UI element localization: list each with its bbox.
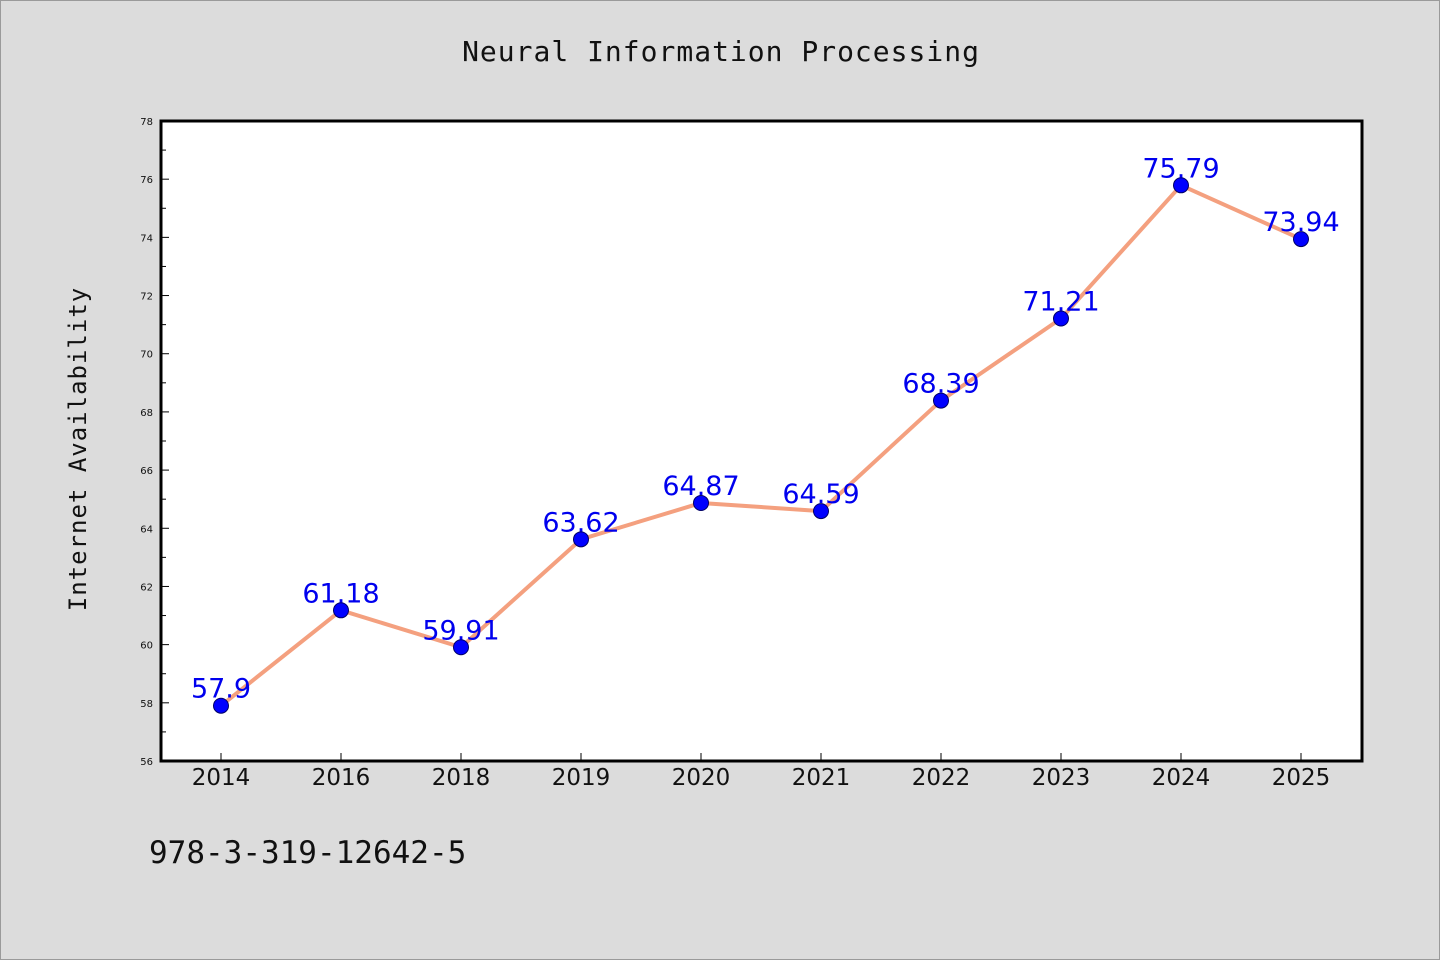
data-label: 73.94: [1262, 207, 1339, 238]
y-tick-label: 62: [140, 582, 153, 593]
data-label: 75.79: [1142, 153, 1219, 184]
data-point: [453, 639, 469, 656]
data-point: [573, 531, 589, 548]
data-point: [1053, 310, 1069, 327]
y-tick-label: 70: [140, 350, 153, 361]
data-label: 57.9: [191, 674, 251, 705]
x-tick-label: 2025: [1272, 765, 1331, 791]
data-labels: 57.9 61.18 59.91 63.62 64.87 64.59 68.39 71.21 7…: [191, 153, 1340, 704]
y-tick-label: 66: [140, 466, 153, 477]
chart-title: Neural Information Processing: [462, 35, 980, 68]
x-tick-label: 2020: [672, 765, 731, 791]
data-point: [333, 602, 349, 619]
y-axis: 56 58 60 62 64 66 68 70 72 74 76 78: [140, 117, 169, 768]
data-label: 68.39: [902, 369, 979, 400]
data-label: 61.18: [302, 578, 379, 609]
y-tick-label: 68: [140, 408, 153, 419]
plot-area: [159, 119, 1364, 763]
x-tick-label: 2014: [192, 765, 251, 791]
y-tick-label: 74: [140, 233, 153, 244]
x-tick-label: 2016: [312, 765, 371, 791]
series-line: [219, 183, 1302, 708]
data-point: [1293, 231, 1309, 248]
data-label: 63.62: [542, 507, 619, 538]
y-tick-label: 58: [140, 699, 153, 710]
y-tick-label: 56: [140, 757, 153, 768]
x-tick-label: 2024: [1152, 765, 1211, 791]
footer-isbn: 978-3-319-12642-5: [149, 835, 467, 871]
data-point: [1173, 177, 1189, 194]
x-tick-label: 2019: [552, 765, 611, 791]
data-label: 71.21: [1022, 287, 1099, 318]
y-tick-label: 60: [140, 641, 153, 652]
data-label: 59.91: [422, 615, 499, 646]
data-label: 64.87: [662, 471, 739, 502]
data-label: 64.59: [782, 479, 859, 510]
data-point: [813, 503, 829, 520]
y-tick-label: 78: [140, 117, 153, 128]
x-tick-label: 2018: [432, 765, 491, 791]
y-tick-label: 72: [140, 292, 153, 303]
x-axis: 2014 2016 2018 2019 2020 2021 2022 2023 2024 2025: [192, 753, 1331, 791]
data-point: [693, 494, 709, 511]
data-markers: [213, 177, 1309, 714]
x-tick-label: 2022: [912, 765, 971, 791]
y-tick-label: 76: [140, 175, 153, 186]
data-point: [213, 697, 229, 714]
x-tick-label: 2023: [1032, 765, 1091, 791]
data-point: [933, 392, 949, 409]
y-tick-label: 64: [140, 524, 153, 535]
x-tick-label: 2021: [792, 765, 851, 791]
